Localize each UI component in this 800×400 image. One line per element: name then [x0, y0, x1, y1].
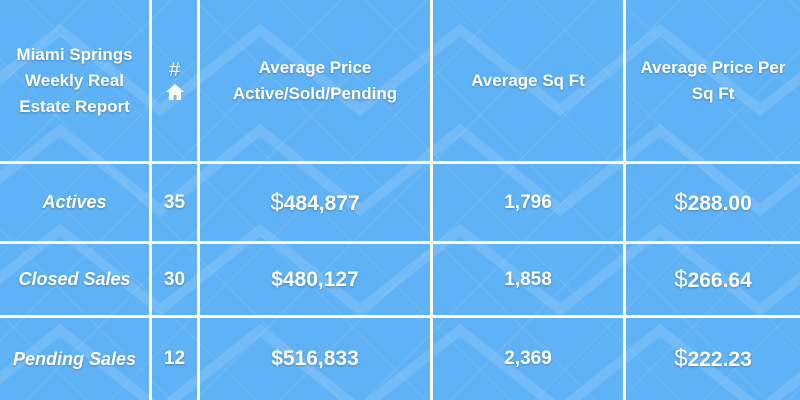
- table-cell-count: 30: [152, 244, 200, 318]
- table-cell-avg-price: $484,877: [200, 164, 433, 244]
- row-label-closed-sales: Closed Sales: [18, 269, 131, 289]
- table-title-cell: Miami Springs Weekly Real Estate Report: [0, 0, 152, 164]
- avg-price-sqft-header-cell: Average Price Per Sq Ft: [626, 0, 800, 164]
- currency-symbol: $: [271, 347, 283, 370]
- count-actives: 35: [163, 191, 186, 213]
- table-row-label: Closed Sales: [0, 244, 152, 318]
- table-cell-count: 35: [152, 164, 200, 244]
- currency-symbol: $: [674, 265, 688, 293]
- avg-price-sqft-actives: 288.00: [687, 191, 752, 215]
- avg-price-header-cell: Average Price Active/Sold/Pending: [200, 0, 433, 164]
- house-icon: [165, 83, 184, 100]
- avg-sqft-closed-sales: 1,858: [504, 268, 552, 290]
- currency-symbol: $: [271, 267, 283, 291]
- avg-price-sqft-closed-sales: 266.64: [687, 268, 752, 292]
- table-cell-avg-sqft: 2,369: [433, 318, 626, 400]
- table-cell-count: 12: [152, 318, 200, 400]
- avg-sqft-header: Average Sq Ft: [471, 70, 585, 90]
- avg-price-sqft-pending-sales: 222.23: [687, 348, 752, 371]
- row-label-pending-sales: Pending Sales: [12, 348, 137, 369]
- table-cell-avg-price-sqft: $288.00: [626, 164, 800, 244]
- avg-price-closed-sales: 480,127: [282, 267, 359, 291]
- avg-price-actives: 484,877: [283, 191, 360, 215]
- row-label-actives: Actives: [42, 192, 107, 212]
- avg-price-pending-sales: 516,833: [282, 347, 359, 370]
- count-header-symbol: #: [168, 58, 181, 81]
- count-pending-sales: 12: [163, 348, 186, 369]
- avg-price-sqft-header: Average Price Per Sq Ft: [640, 57, 786, 103]
- table-row-label: Pending Sales: [0, 318, 152, 400]
- table-cell-avg-price: $480,127: [200, 244, 433, 318]
- table-cell-avg-price-sqft: $222.23: [626, 318, 800, 400]
- table-cell-avg-price: $516,833: [200, 318, 433, 400]
- currency-symbol: $: [270, 188, 284, 216]
- count-closed-sales: 30: [163, 268, 186, 290]
- currency-symbol: $: [674, 345, 688, 372]
- count-header-cell: #: [152, 0, 200, 164]
- table-title: Miami Springs Weekly Real Estate Report: [16, 44, 133, 116]
- avg-price-header: Average Price Active/Sold/Pending: [232, 57, 398, 103]
- table-cell-avg-sqft: 1,858: [433, 244, 626, 318]
- avg-sqft-actives: 1,796: [504, 191, 552, 213]
- table-row-label: Actives: [0, 164, 152, 244]
- table-cell-avg-price-sqft: $266.64: [626, 244, 800, 318]
- avg-sqft-header-cell: Average Sq Ft: [433, 0, 626, 164]
- currency-symbol: $: [674, 188, 688, 216]
- avg-sqft-pending-sales: 2,369: [504, 348, 552, 369]
- table-cell-avg-sqft: 1,796: [433, 164, 626, 244]
